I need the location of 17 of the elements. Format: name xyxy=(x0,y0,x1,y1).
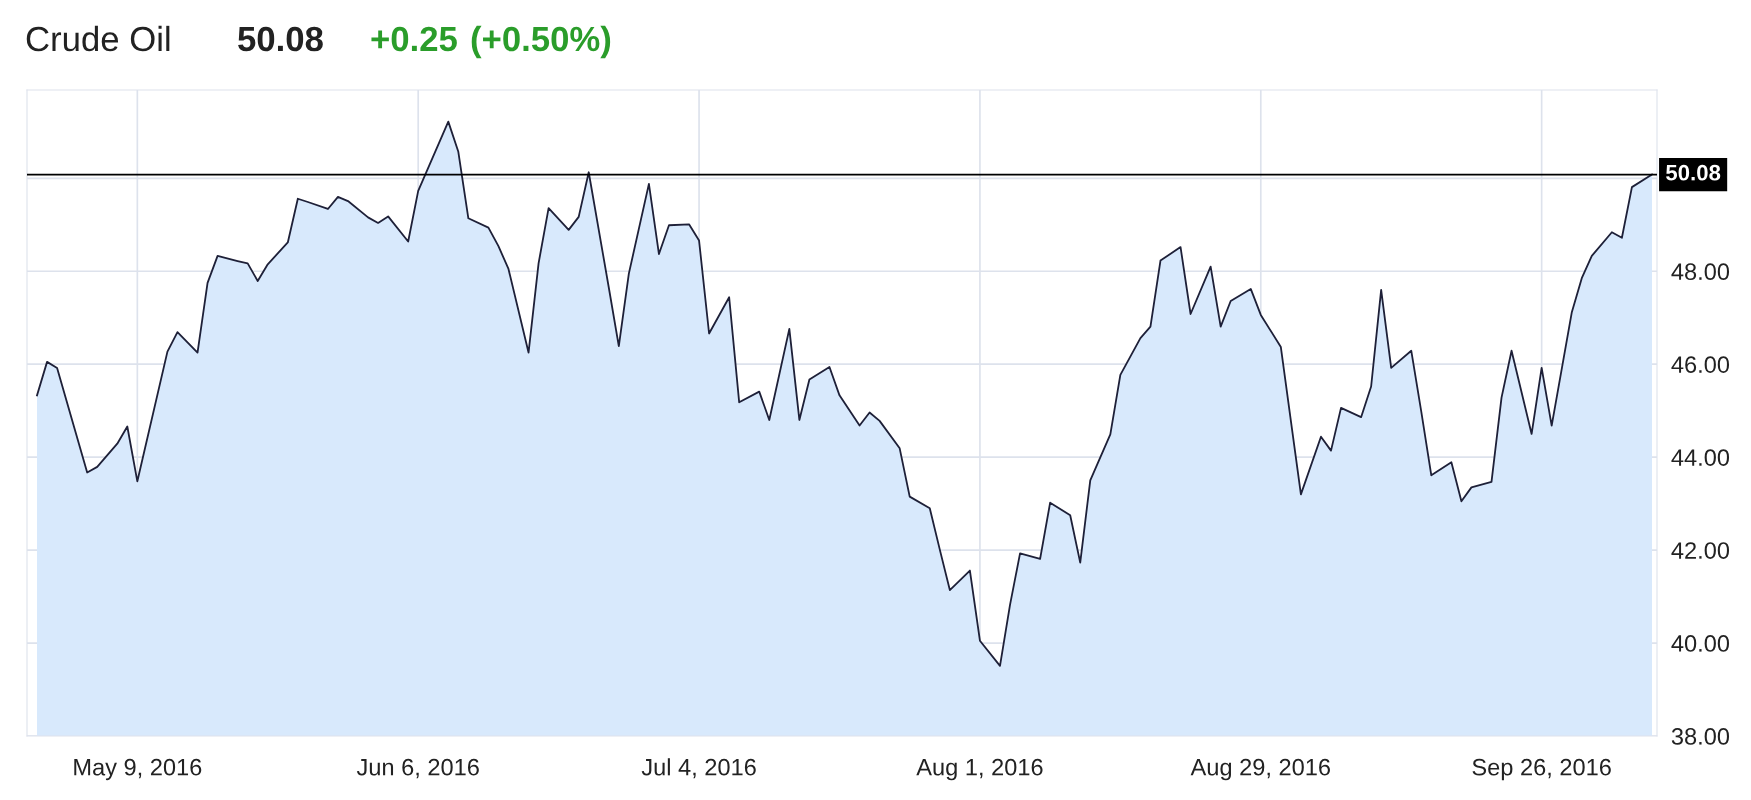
y-tick-label: 46.00 xyxy=(1671,356,1730,373)
x-tick-label: Aug 29, 2016 xyxy=(1190,758,1330,781)
x-tick-label: May 9, 2016 xyxy=(74,758,202,781)
text: (+0.50%) xyxy=(471,25,611,59)
x-tick-label: Jun 6, 2016 xyxy=(356,758,479,779)
text: +0.25 xyxy=(371,26,457,52)
chart-title: Crude Oil xyxy=(26,25,170,52)
x-tick-label: Aug 1, 2016 xyxy=(916,758,1043,781)
y-tick-label: 38.00 xyxy=(1671,728,1730,745)
text: 50.08 xyxy=(238,26,323,52)
y-tick-label: 48.00 xyxy=(1671,263,1730,281)
x-tick-label: Jul 4, 2016 xyxy=(641,758,756,779)
ref-line-label: 50.08 xyxy=(1666,164,1721,181)
x-tick-label: Sep 26, 2016 xyxy=(1472,758,1611,781)
y-tick-label: 44.00 xyxy=(1671,449,1730,466)
y-tick-label: 42.00 xyxy=(1671,542,1730,559)
y-tick-label: 40.00 xyxy=(1671,635,1730,652)
